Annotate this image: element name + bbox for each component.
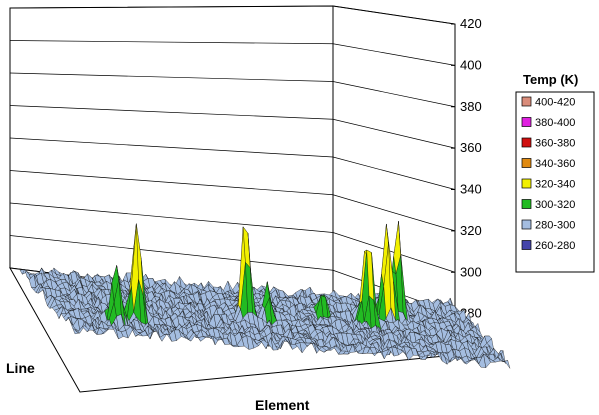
x-axis-title: Element — [255, 397, 310, 413]
legend-title: Temp (K) — [523, 72, 578, 87]
gridline — [9, 5, 456, 25]
gridline — [9, 170, 456, 232]
gridline — [9, 202, 456, 273]
legend-swatch — [521, 240, 532, 250]
z-axis: 420400380360340320300280260 — [451, 16, 482, 362]
gridline — [9, 72, 456, 108]
legend-label: 300-320 — [535, 199, 575, 211]
z-tick-label: 380 — [460, 99, 482, 114]
z-tick-label: 400 — [460, 57, 482, 72]
z-tick-label: 360 — [460, 140, 482, 155]
z-tick-label: 320 — [460, 223, 482, 238]
legend-label: 400-420 — [535, 97, 575, 109]
legend-swatch — [521, 219, 532, 230]
legend-label: 280-300 — [535, 220, 575, 232]
surface-cell — [502, 360, 511, 369]
legend-swatch — [521, 117, 532, 127]
gridlines — [9, 5, 456, 314]
z-tick-label: 340 — [460, 182, 482, 197]
legend-label: 320-340 — [535, 179, 575, 191]
legend-label: 360-380 — [535, 138, 575, 150]
legend-label: 380-400 — [535, 117, 575, 129]
legend-swatch — [521, 96, 532, 107]
legend: Temp (K) 400-420 380-400 360-380 340-360 320… — [515, 72, 595, 273]
gridline — [9, 235, 456, 314]
legend-label: 260-280 — [535, 240, 575, 252]
z-tick-label: 420 — [460, 16, 482, 31]
legend-swatch — [521, 178, 532, 189]
gridline — [9, 105, 456, 149]
z-tick-label: 300 — [460, 264, 482, 279]
legend-swatch — [521, 137, 532, 148]
legend-label: 340-360 — [535, 158, 575, 170]
back-wall — [9, 5, 334, 309]
gridline — [9, 40, 456, 66]
temperature-surface — [19, 221, 511, 369]
legend-swatch — [521, 199, 532, 209]
gridline — [9, 137, 456, 190]
y-axis-title: Line — [6, 360, 35, 376]
legend-swatch — [521, 158, 532, 168]
